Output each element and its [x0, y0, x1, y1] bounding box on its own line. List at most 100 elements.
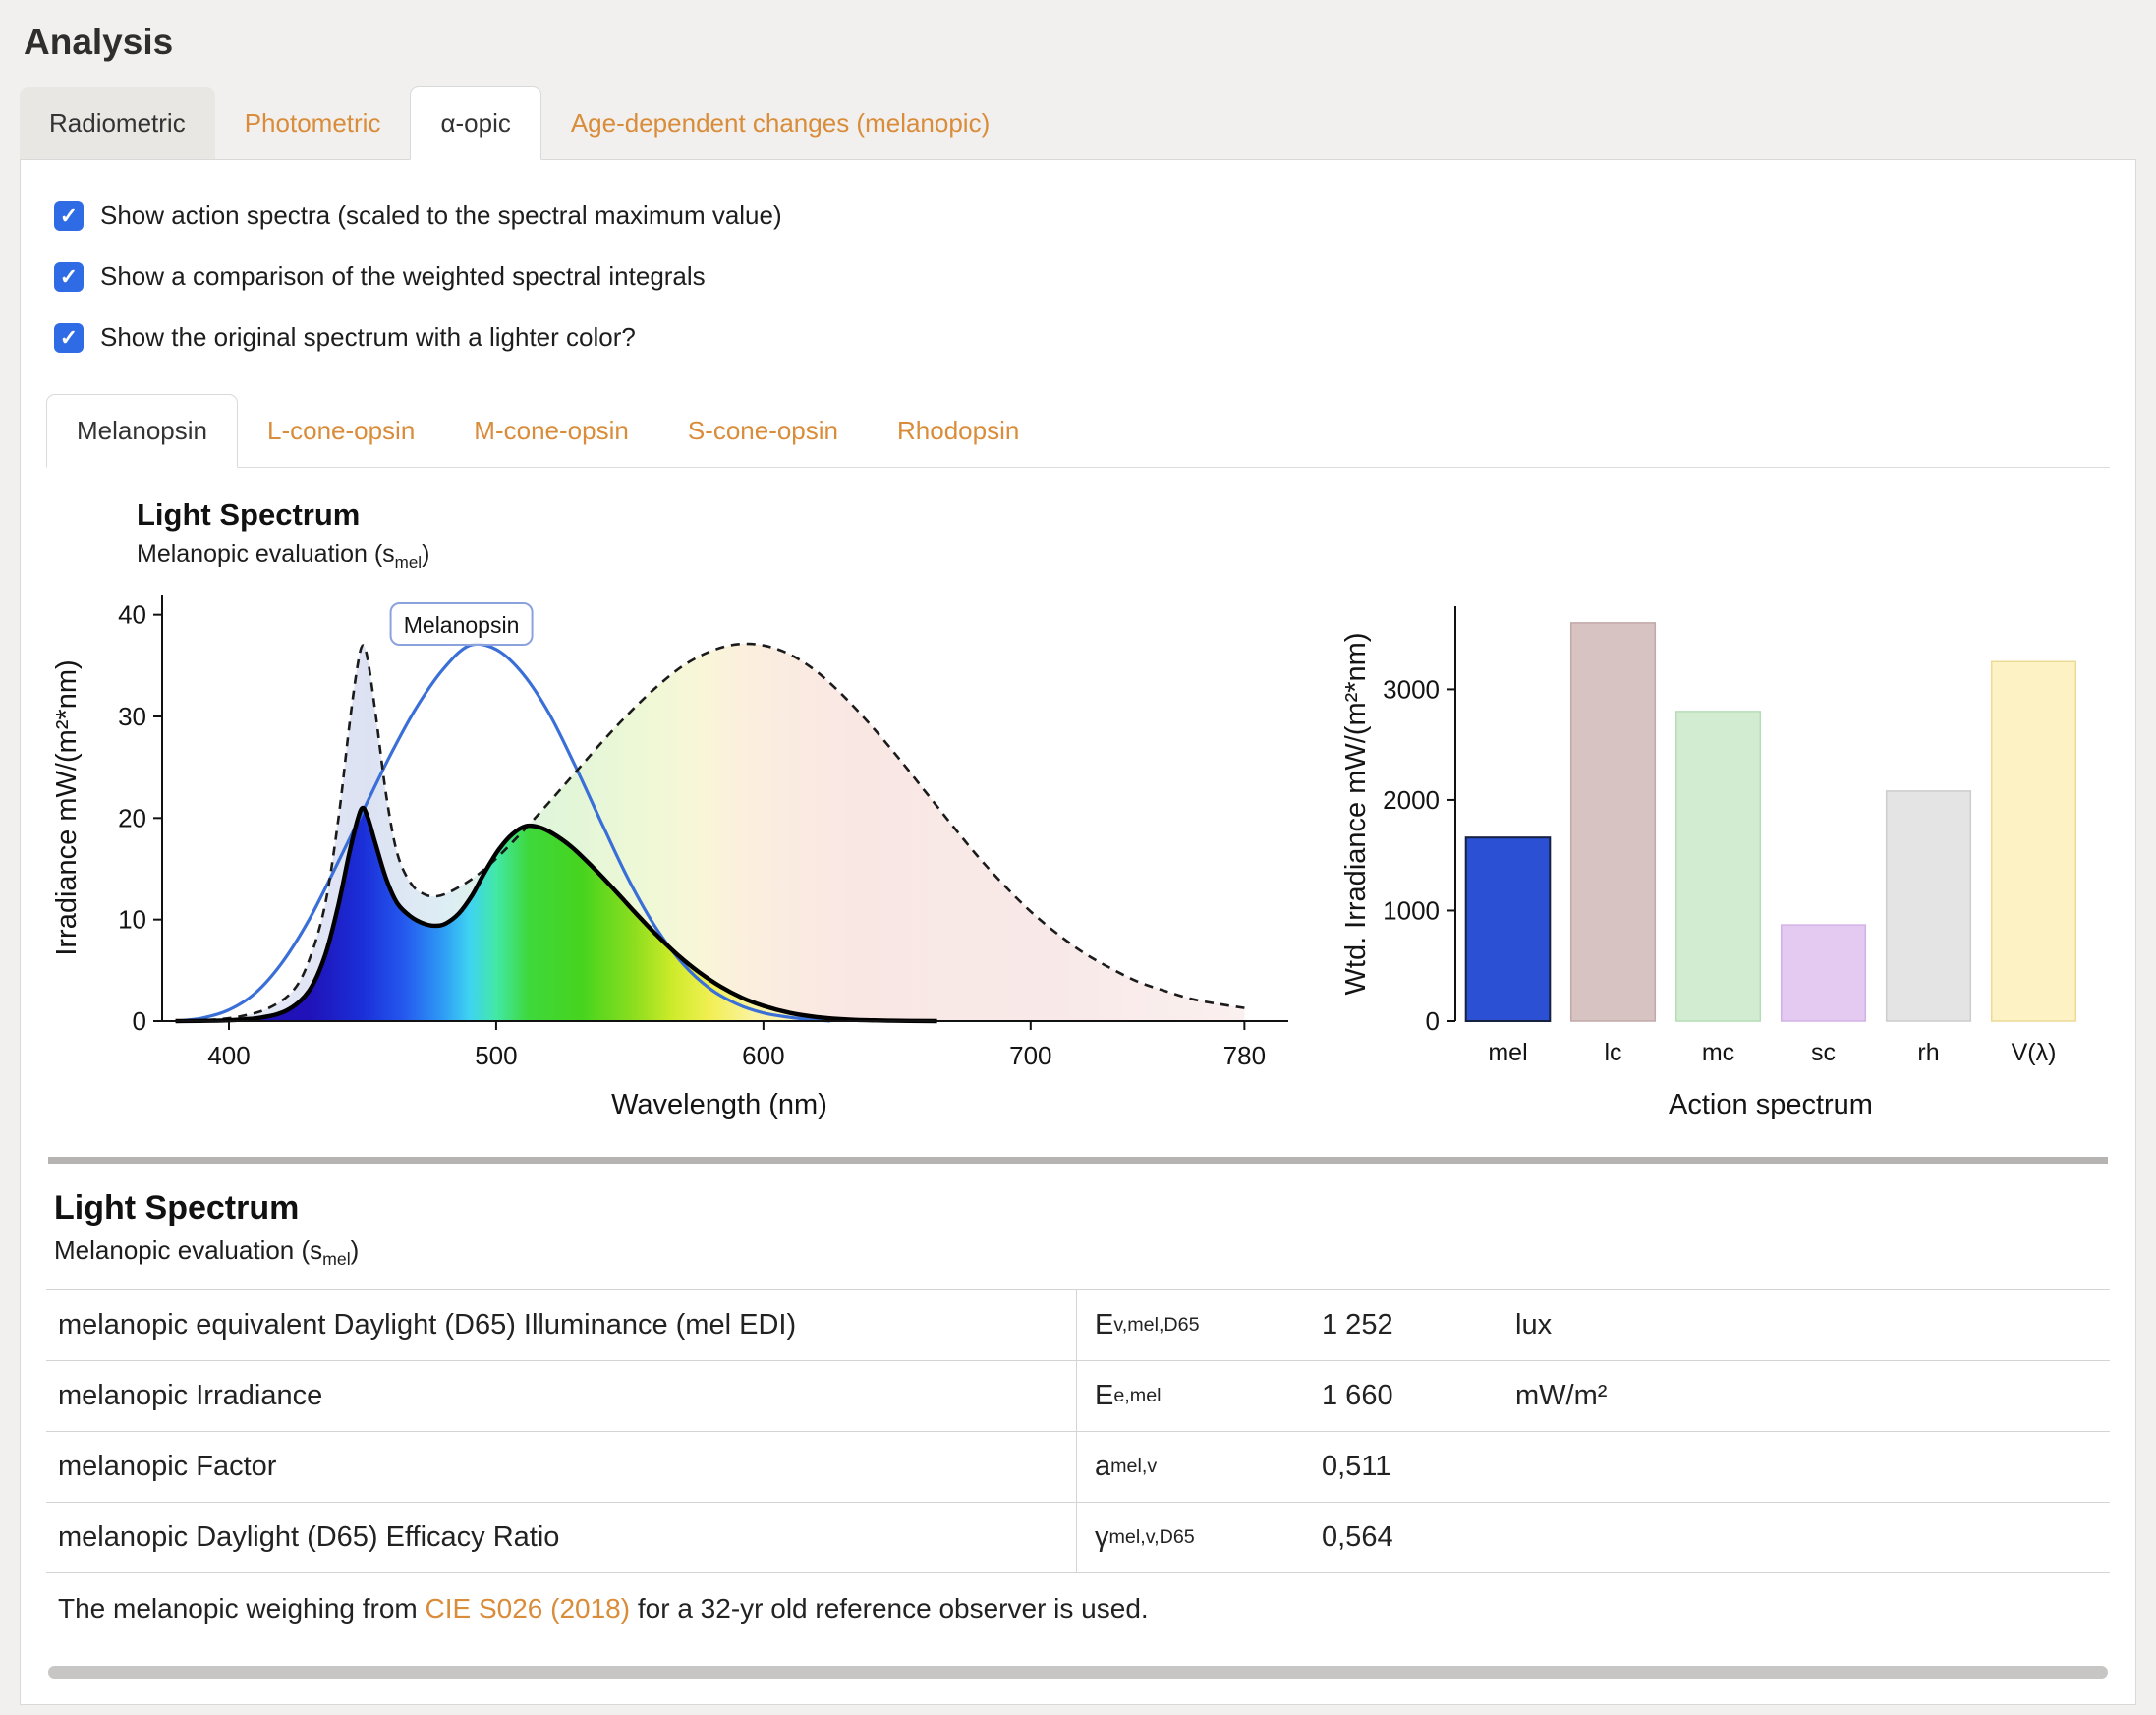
- svg-text:V(λ): V(λ): [2012, 1039, 2057, 1066]
- checkbox-show-comparison[interactable]: ✓: [54, 262, 84, 292]
- alpha-opic-panel: ✓ Show action spectra (scaled to the spe…: [20, 159, 2136, 1705]
- svg-text:lc: lc: [1604, 1039, 1621, 1066]
- checkbox-label[interactable]: Show the original spectrum with a lighte…: [100, 322, 636, 353]
- checkbox-row-action-spectra: ✓ Show action spectra (scaled to the spe…: [54, 200, 2102, 231]
- weighted-integral-chart: 0100020003000mellcmcscrhV(λ)Action spect…: [1335, 579, 2112, 1129]
- tab-radiometric[interactable]: Radiometric: [20, 87, 215, 159]
- melanopsin-tab-content: Light Spectrum Melanopic evaluation (sme…: [46, 467, 2110, 1129]
- row-symbol: amel,v: [1076, 1432, 1322, 1502]
- svg-text:mel: mel: [1488, 1039, 1527, 1066]
- tab-s-cone-opsin[interactable]: S-cone-opsin: [658, 395, 868, 467]
- chart-subtitle: Melanopic evaluation (smel): [137, 541, 1320, 573]
- svg-text:rh: rh: [1917, 1039, 1939, 1066]
- symbol-sub: v,mel,D65: [1113, 1314, 1199, 1337]
- tab-photometric[interactable]: Photometric: [215, 87, 411, 159]
- check-icon: ✓: [60, 327, 78, 349]
- symbol-main: E: [1095, 1309, 1113, 1342]
- tab-age-dependent[interactable]: Age-dependent changes (melanopic): [541, 87, 1019, 159]
- row-label: melanopic Irradiance: [46, 1361, 1076, 1431]
- footnote-text: The melanopic weighing from: [58, 1593, 426, 1624]
- chart-subtitle-text: Melanopic evaluation (s: [137, 541, 395, 568]
- results-table: melanopic equivalent Daylight (D65) Illu…: [46, 1289, 2110, 1640]
- symbol-sub: mel,v,D65: [1109, 1526, 1195, 1549]
- row-symbol: γmel,v,D65: [1076, 1503, 1322, 1572]
- row-label: melanopic equivalent Daylight (D65) Illu…: [46, 1290, 1076, 1360]
- tab-l-cone-opsin[interactable]: L-cone-opsin: [238, 395, 444, 467]
- table-row: melanopic Factor amel,v 0,511: [46, 1431, 2110, 1502]
- row-value: 0,511: [1322, 1432, 1504, 1502]
- svg-text:10: 10: [118, 905, 146, 935]
- svg-text:1000: 1000: [1383, 895, 1440, 925]
- spectrum-plot: 0 10 20 30 40 400 500 600 700 780 Wavelength (nm) I…: [46, 579, 1320, 1129]
- tab-rhodopsin[interactable]: Rhodopsin: [868, 395, 1049, 467]
- svg-text:Wavelength (nm): Wavelength (nm): [611, 1089, 827, 1120]
- row-label: melanopic Factor: [46, 1432, 1076, 1502]
- svg-text:400: 400: [207, 1041, 250, 1070]
- svg-text:500: 500: [475, 1041, 517, 1070]
- svg-text:Wtd. Irradiance mW/(m²*nm): Wtd. Irradiance mW/(m²*nm): [1340, 633, 1372, 996]
- cie-s026-link[interactable]: CIE S026 (2018): [426, 1593, 631, 1624]
- tab-melanopsin[interactable]: Melanopsin: [46, 394, 238, 468]
- chart-subtitle-text: ): [422, 541, 429, 568]
- row-symbol: Ee,mel: [1076, 1361, 1322, 1431]
- svg-text:40: 40: [118, 600, 146, 630]
- symbol-sub: mel,v: [1110, 1456, 1157, 1478]
- row-unit: [1504, 1503, 2110, 1572]
- table-row: melanopic Daylight (D65) Efficacy Ratio …: [46, 1502, 2110, 1572]
- svg-text:mc: mc: [1702, 1039, 1734, 1066]
- page-title: Analysis: [24, 22, 2136, 63]
- tab-alpha-opic[interactable]: α-opic: [410, 86, 540, 160]
- chart-subtitle-sub: mel: [395, 553, 422, 572]
- svg-text:Melanopsin: Melanopsin: [404, 612, 520, 638]
- svg-text:0: 0: [133, 1006, 146, 1036]
- row-value: 0,564: [1322, 1503, 1504, 1572]
- spectrum-chart: Light Spectrum Melanopic evaluation (sme…: [46, 497, 1320, 1129]
- results-heading: Light Spectrum: [54, 1189, 2102, 1228]
- symbol-main: a: [1095, 1451, 1110, 1483]
- checkbox-row-original-spectrum: ✓ Show the original spectrum with a ligh…: [54, 322, 2102, 353]
- row-symbol: Ev,mel,D65: [1076, 1290, 1322, 1360]
- symbol-sub: e,mel: [1113, 1385, 1161, 1407]
- svg-text:700: 700: [1009, 1041, 1051, 1070]
- tab-m-cone-opsin[interactable]: M-cone-opsin: [444, 395, 658, 467]
- section-divider: [48, 1157, 2108, 1164]
- results-subtitle-text: Melanopic evaluation (s: [54, 1235, 322, 1265]
- svg-text:Irradiance mW/(m²*nm): Irradiance mW/(m²*nm): [51, 659, 83, 955]
- table-row: melanopic Irradiance Ee,mel 1 660 mW/m²: [46, 1360, 2110, 1431]
- check-icon: ✓: [60, 205, 78, 227]
- footnote: The melanopic weighing from CIE S026 (20…: [46, 1572, 2110, 1640]
- checkbox-show-action-spectra[interactable]: ✓: [54, 201, 84, 231]
- row-value: 1 252: [1322, 1290, 1504, 1360]
- svg-text:20: 20: [118, 803, 146, 832]
- checkbox-show-original-spectrum[interactable]: ✓: [54, 323, 84, 353]
- bottom-divider: [48, 1666, 2108, 1679]
- svg-text:Action spectrum: Action spectrum: [1669, 1089, 1873, 1120]
- chart-title: Light Spectrum: [137, 497, 1320, 533]
- results-section: Light Spectrum Melanopic evaluation (sme…: [46, 1189, 2110, 1640]
- svg-text:sc: sc: [1811, 1039, 1836, 1066]
- table-row: melanopic equivalent Daylight (D65) Illu…: [46, 1289, 2110, 1360]
- svg-text:600: 600: [742, 1041, 784, 1070]
- main-tabbar: Radiometric Photometric α-opic Age-depen…: [20, 86, 2136, 159]
- analysis-page: Analysis Radiometric Photometric α-opic …: [0, 0, 2156, 1715]
- opsin-tabbar: Melanopsin L-cone-opsin M-cone-opsin S-c…: [46, 394, 2110, 467]
- row-unit: mW/m²: [1504, 1361, 2110, 1431]
- checkbox-label[interactable]: Show action spectra (scaled to the spect…: [100, 200, 782, 231]
- row-label: melanopic Daylight (D65) Efficacy Ratio: [46, 1503, 1076, 1572]
- row-value: 1 660: [1322, 1361, 1504, 1431]
- results-subtitle-sub: mel: [322, 1249, 350, 1269]
- row-unit: lux: [1504, 1290, 2110, 1360]
- checkbox-row-comparison: ✓ Show a comparison of the weighted spec…: [54, 261, 2102, 292]
- charts-row: Light Spectrum Melanopic evaluation (sme…: [46, 497, 2110, 1129]
- svg-text:2000: 2000: [1383, 785, 1440, 815]
- svg-text:780: 780: [1223, 1041, 1266, 1070]
- svg-text:30: 30: [118, 702, 146, 731]
- checkbox-label[interactable]: Show a comparison of the weighted spectr…: [100, 261, 706, 292]
- svg-text:3000: 3000: [1383, 674, 1440, 704]
- footnote-text: for a 32-yr old reference observer is us…: [630, 1593, 1149, 1624]
- results-subtitle: Melanopic evaluation (smel): [54, 1235, 2102, 1270]
- results-subtitle-text: ): [351, 1235, 360, 1265]
- symbol-main: E: [1095, 1380, 1113, 1412]
- row-unit: [1504, 1432, 2110, 1502]
- check-icon: ✓: [60, 266, 78, 288]
